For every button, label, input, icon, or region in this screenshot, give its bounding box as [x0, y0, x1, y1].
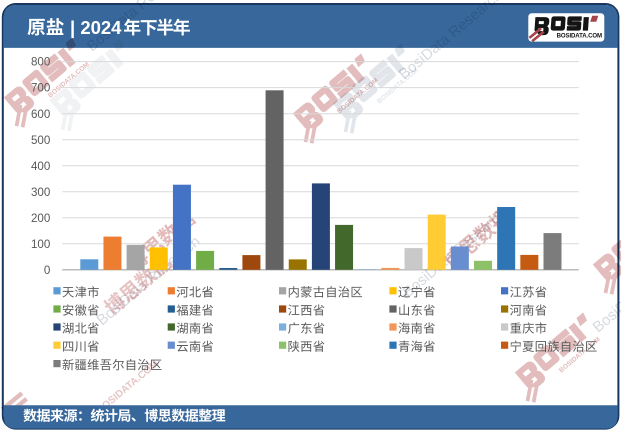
- svg-text:200: 200: [31, 212, 50, 225]
- svg-text:0: 0: [44, 264, 50, 277]
- svg-text:300: 300: [31, 186, 50, 199]
- svg-text:| 2024: | 2024: [70, 17, 122, 38]
- svg-text:400: 400: [31, 160, 50, 173]
- svg-text:100: 100: [31, 238, 50, 251]
- svg-text:700: 700: [31, 82, 50, 95]
- svg-text:BOSIDATA.COM: BOSIDATA.COM: [557, 32, 602, 39]
- svg-text:500: 500: [31, 134, 50, 147]
- svg-text:800: 800: [31, 56, 50, 69]
- svg-text:600: 600: [31, 108, 50, 121]
